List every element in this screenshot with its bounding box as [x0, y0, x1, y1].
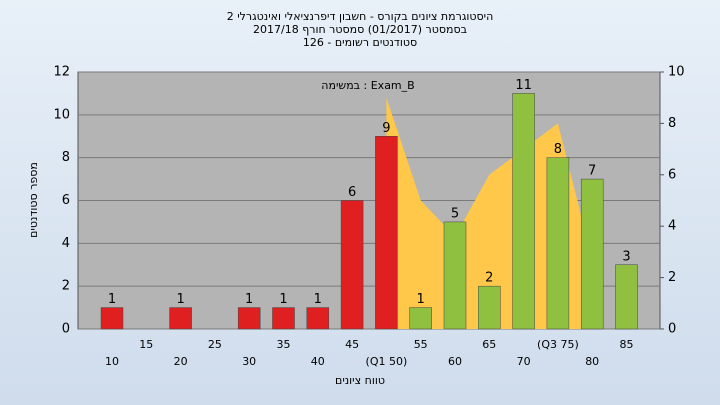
y-tick-label: 8	[62, 150, 70, 165]
y2-tick-label: 4	[668, 219, 676, 234]
area	[386, 97, 593, 329]
x-tick-label: 55	[414, 338, 428, 351]
x-tick-label: 80	[585, 355, 599, 368]
x-tick-label: (Q1 50)	[366, 355, 408, 368]
x-axis-label: טווח ציונים	[335, 374, 385, 387]
bar	[375, 136, 398, 330]
x-tick-label: 65	[482, 338, 496, 351]
x-tick-label: (Q3 75)	[537, 338, 579, 351]
x-tick-label: 10	[105, 355, 119, 368]
data-label: 9	[382, 121, 390, 136]
y-tick-label: 10	[53, 107, 70, 122]
x-tick-label: 70	[517, 355, 531, 368]
x-tick-label: 60	[448, 355, 462, 368]
data-label: 2	[485, 271, 493, 286]
y2-tick-label: 10	[668, 65, 685, 80]
y2-tick-label: 8	[668, 116, 676, 131]
bar	[306, 307, 330, 330]
subtitle: בסמסטר (01/2017) סמסטר חורף 2017/18	[253, 23, 467, 36]
y2-tick-label: 2	[668, 270, 676, 285]
x-tick-label: 85	[620, 338, 634, 351]
y2-tick-label: 6	[668, 167, 676, 182]
data-label: 7	[588, 164, 596, 179]
data-label: 1	[245, 292, 253, 307]
data-label: 8	[554, 142, 562, 157]
bar	[443, 221, 467, 330]
x-tick-label: 40	[311, 355, 325, 368]
bar	[615, 264, 638, 330]
y-tick-label: 6	[62, 193, 70, 208]
y-tick-label: 0	[62, 322, 70, 337]
data-label: 1	[417, 292, 425, 307]
chart-title: היסטוגרמת ציונים בקורס - חשבון דיפרנציאל…	[227, 10, 494, 23]
bar	[100, 307, 124, 330]
x-tick-label: 45	[345, 338, 359, 351]
bar	[409, 307, 432, 330]
y-tick-label: 2	[62, 279, 70, 294]
data-label: 6	[348, 185, 356, 200]
bar	[169, 307, 192, 330]
x-tick-label: 30	[242, 355, 256, 368]
bar	[512, 93, 535, 330]
x-tick-label: 35	[277, 338, 291, 351]
y-tick-label: 4	[62, 236, 70, 251]
x-tick-label: 20	[174, 355, 188, 368]
data-label: 1	[279, 292, 287, 307]
subtitle: סטודנטים רשומים - 126	[303, 36, 417, 49]
x-tick-label: 25	[208, 338, 222, 351]
annotation: במשימה : Exam_B	[321, 79, 414, 92]
bar	[580, 178, 604, 330]
y-tick-label: 12	[53, 65, 70, 80]
data-label: 11	[515, 78, 532, 93]
bar	[340, 200, 364, 330]
data-label: 3	[622, 249, 630, 264]
data-label: 1	[108, 292, 116, 307]
bar	[478, 285, 501, 330]
data-label: 5	[451, 206, 459, 221]
x-tick-label: 15	[139, 338, 153, 351]
data-label: 1	[176, 292, 184, 307]
bar	[237, 307, 261, 330]
bar	[272, 307, 295, 330]
y-axis-label: מספר סטודנטים	[27, 162, 40, 238]
y2-tick-label: 0	[668, 322, 676, 337]
data-label: 1	[314, 292, 322, 307]
bar	[546, 157, 570, 330]
